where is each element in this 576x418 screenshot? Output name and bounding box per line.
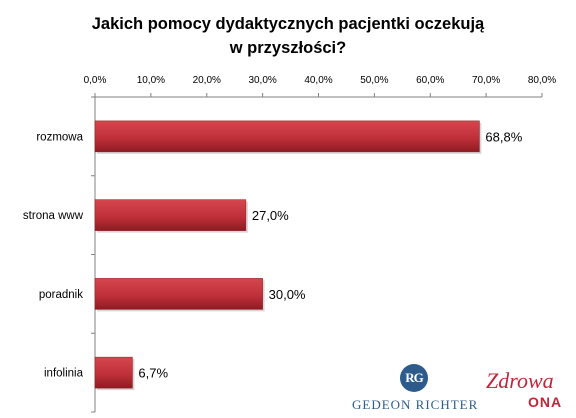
bar-poradnik <box>94 278 263 310</box>
bar-infolinia <box>94 356 133 389</box>
data-label: 68,8% <box>485 129 522 144</box>
x-tick-label: 20,0% <box>193 75 221 86</box>
category-label: rozmowa <box>36 131 83 143</box>
zdrowa-ona-logo: Zdrowa ONA <box>484 368 572 416</box>
richter-wordmark: GEDEON RICHTER <box>352 397 479 412</box>
x-tick-label: 40,0% <box>304 75 332 86</box>
bar-strona-www <box>94 199 247 231</box>
zdrowa-wordmark: Zdrowa <box>486 368 554 393</box>
gedeon-richter-logo: RG GEDEON RICHTER <box>352 360 478 416</box>
bar-rozmowa <box>94 120 480 153</box>
category-label: infolinia <box>44 368 84 380</box>
x-tick-label: 0,0% <box>84 75 107 86</box>
chart-title: Jakich pomocy dydaktycznych pacjentki oc… <box>0 12 576 60</box>
data-label: 6,7% <box>138 366 168 381</box>
x-tick-label: 10,0% <box>137 75 165 86</box>
chart-title-line-2: w przyszłości? <box>229 39 347 57</box>
x-tick-label: 30,0% <box>248 75 276 86</box>
richter-emblem-icon: RG <box>400 364 428 392</box>
category-label: poradnik <box>39 289 83 301</box>
ona-wordmark: ONA <box>528 394 563 410</box>
data-label: 27,0% <box>252 208 289 223</box>
chart-title-line-1: Jakich pomocy dydaktycznych pacjentki oc… <box>91 15 485 33</box>
x-tick-label: 70,0% <box>472 75 500 86</box>
category-label: strona www <box>23 210 84 222</box>
x-tick-label: 50,0% <box>360 75 388 86</box>
x-tick-label: 60,0% <box>416 75 444 86</box>
x-tick-label: 80,0% <box>528 75 556 86</box>
data-label: 30,0% <box>269 287 306 302</box>
